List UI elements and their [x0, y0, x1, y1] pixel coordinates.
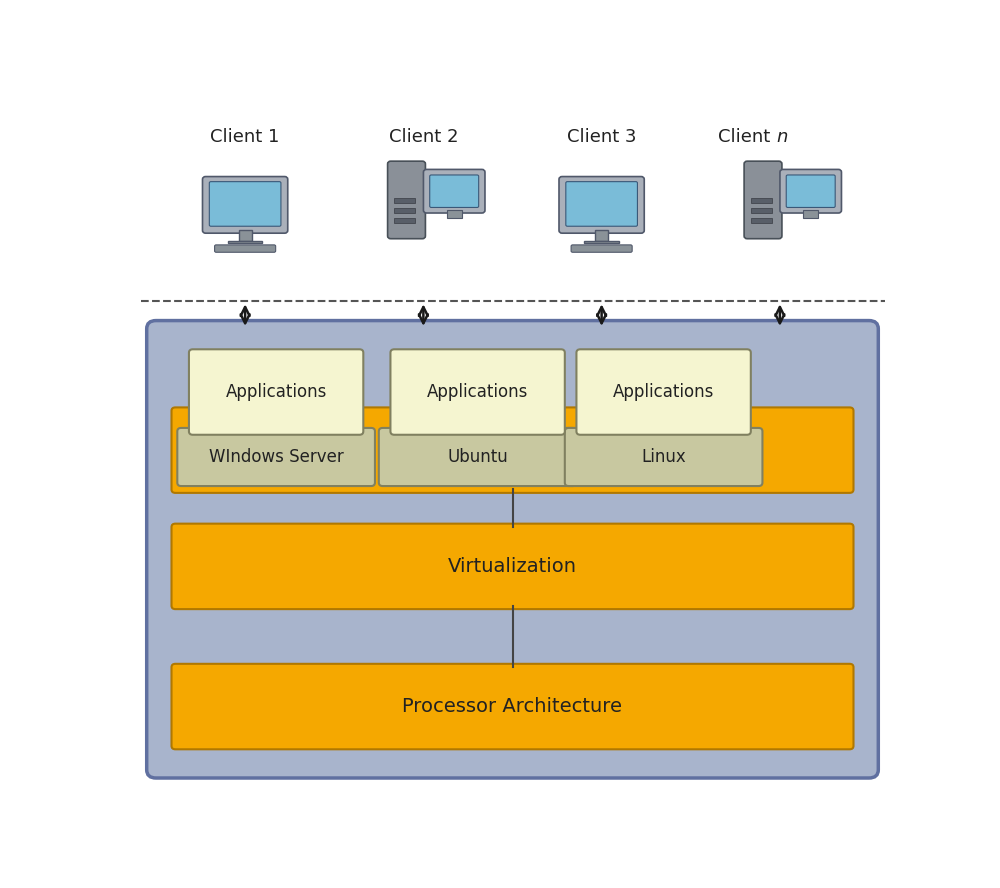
Text: WIndows Server: WIndows Server	[209, 448, 344, 466]
Bar	[394, 198, 415, 202]
Bar	[447, 210, 462, 218]
FancyBboxPatch shape	[576, 349, 751, 435]
Bar	[595, 231, 608, 241]
FancyBboxPatch shape	[744, 161, 782, 239]
Bar	[584, 241, 619, 243]
Bar	[239, 231, 252, 241]
Text: Client 2: Client 2	[389, 129, 458, 147]
FancyBboxPatch shape	[172, 524, 854, 609]
Text: Operating Systems: Operating Systems	[419, 440, 606, 460]
FancyBboxPatch shape	[177, 428, 375, 486]
Text: Client 3: Client 3	[567, 129, 636, 147]
FancyBboxPatch shape	[189, 349, 363, 435]
Text: Applications: Applications	[613, 383, 714, 401]
Text: Applications: Applications	[225, 383, 327, 401]
FancyBboxPatch shape	[388, 161, 425, 239]
FancyBboxPatch shape	[209, 182, 281, 226]
FancyBboxPatch shape	[571, 245, 632, 252]
FancyBboxPatch shape	[172, 408, 854, 493]
FancyBboxPatch shape	[202, 177, 288, 234]
FancyBboxPatch shape	[559, 177, 644, 234]
Text: Virtualization: Virtualization	[448, 557, 577, 576]
Bar	[803, 210, 818, 218]
FancyBboxPatch shape	[423, 170, 485, 213]
Text: Processor Architecture: Processor Architecture	[402, 697, 622, 716]
FancyBboxPatch shape	[566, 182, 637, 226]
FancyBboxPatch shape	[147, 321, 878, 778]
Bar	[228, 241, 262, 243]
Text: Client 1: Client 1	[210, 129, 280, 147]
FancyBboxPatch shape	[780, 170, 841, 213]
Text: Ubuntu: Ubuntu	[447, 448, 508, 466]
Bar	[751, 218, 772, 223]
FancyBboxPatch shape	[172, 664, 854, 749]
Text: Applications: Applications	[427, 383, 528, 401]
Text: Linux: Linux	[641, 448, 686, 466]
FancyBboxPatch shape	[565, 428, 762, 486]
Bar	[394, 218, 415, 223]
FancyBboxPatch shape	[379, 428, 576, 486]
FancyBboxPatch shape	[215, 245, 276, 252]
Bar	[394, 208, 415, 213]
Text: Client: Client	[718, 129, 776, 147]
FancyBboxPatch shape	[786, 175, 835, 208]
FancyBboxPatch shape	[430, 175, 479, 208]
Text: n: n	[776, 129, 787, 147]
Bar	[751, 198, 772, 202]
FancyBboxPatch shape	[390, 349, 565, 435]
Bar	[751, 208, 772, 213]
